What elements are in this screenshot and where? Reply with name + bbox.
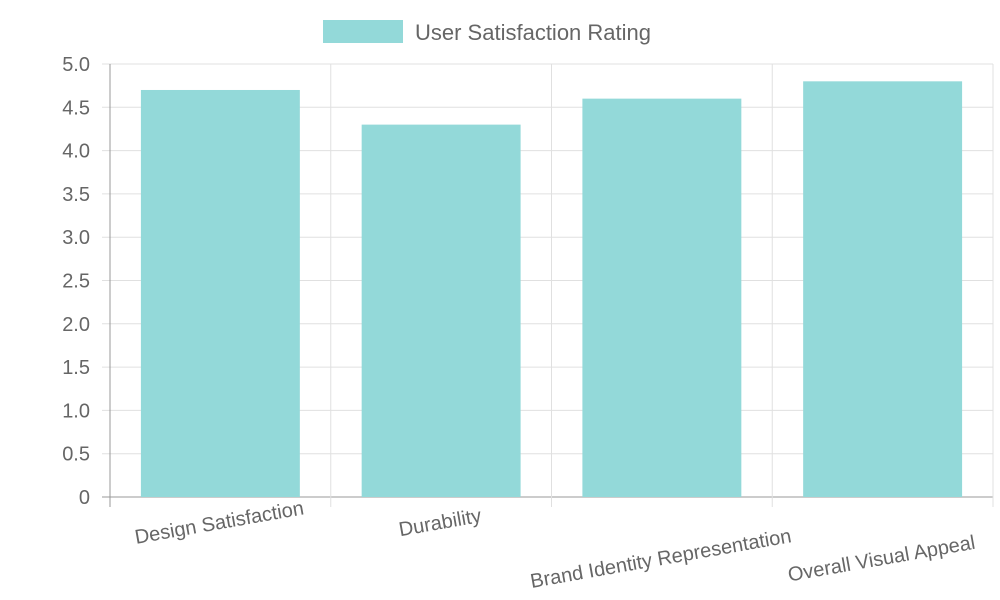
legend-swatch <box>323 20 403 43</box>
y-tick-label: 0 <box>79 487 90 509</box>
y-tick-label: 1.0 <box>62 400 90 422</box>
bars <box>140 81 963 498</box>
bar-brand-identity-representation[interactable] <box>582 98 742 497</box>
y-tick-label: 0.5 <box>62 444 90 466</box>
x-tick-label: Design Satisfaction <box>133 497 305 548</box>
bar-durability[interactable] <box>361 124 521 498</box>
y-tick-label: 1.5 <box>62 357 90 379</box>
x-tick-label: Brand Identity Representation <box>529 525 793 593</box>
y-tick-label: 3.0 <box>62 227 90 249</box>
bar-design-satisfaction[interactable] <box>140 89 300 497</box>
y-tick-label: 4.5 <box>62 97 90 119</box>
y-tick-label: 2.0 <box>62 314 90 336</box>
legend[interactable]: User Satisfaction Rating <box>323 20 651 45</box>
x-tick-label: Overall Visual Appeal <box>786 532 977 587</box>
x-tick-label: Durability <box>397 505 483 541</box>
bar-overall-visual-appeal[interactable] <box>803 81 963 497</box>
y-tick-label: 2.5 <box>62 271 90 293</box>
y-tick-label: 3.5 <box>62 184 90 206</box>
y-tick-label: 5.0 <box>62 54 90 76</box>
y-tick-label: 4.0 <box>62 141 90 163</box>
legend-label: User Satisfaction Rating <box>415 20 651 45</box>
